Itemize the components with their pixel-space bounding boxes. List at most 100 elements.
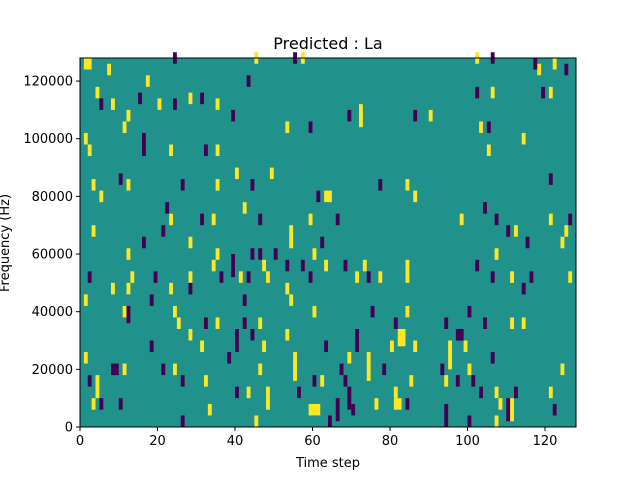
heatmap-cell: [455, 375, 460, 387]
heatmap-cell: [157, 98, 162, 110]
heatmap-cell: [467, 363, 472, 376]
heatmap-cell: [91, 398, 96, 410]
heatmap-cell: [126, 282, 131, 295]
heatmap-cell: [548, 173, 553, 185]
heatmap-cell: [107, 63, 111, 76]
heatmap-cell: [308, 271, 313, 283]
heatmap-cell: [374, 398, 379, 410]
x-tick-label: 40: [227, 434, 244, 449]
heatmap-cell: [165, 202, 170, 214]
heatmap-cell: [215, 179, 220, 191]
heatmap-cell: [366, 352, 371, 381]
plot-frame: [79, 57, 577, 428]
heatmap-cell: [514, 225, 518, 237]
heatmap-cell: [428, 109, 433, 122]
heatmap-cell: [568, 213, 573, 226]
heatmap-cell: [494, 213, 499, 226]
heatmap-cell: [235, 167, 239, 180]
heatmap-cell: [273, 248, 278, 260]
heatmap-cell: [486, 144, 491, 157]
heatmap-cell: [188, 92, 193, 105]
heatmap-cell: [506, 398, 511, 422]
heatmap-cell: [238, 271, 243, 283]
heatmap-cell: [242, 294, 247, 306]
heatmap-cell: [405, 398, 410, 410]
heatmap-cell: [145, 75, 150, 87]
heatmap-cell: [262, 259, 266, 272]
heatmap-cell: [312, 305, 317, 318]
heatmap-cell: [153, 271, 158, 283]
heatmap-cell: [316, 190, 321, 203]
heatmap-cell: [382, 363, 387, 376]
heatmap-cell: [211, 213, 216, 226]
heatmap-cell: [126, 179, 131, 191]
heatmap-cell: [246, 271, 251, 283]
y-tick-label: 0: [65, 421, 73, 436]
heatmap-background: [80, 58, 576, 427]
heatmap-cell: [250, 248, 255, 260]
heatmap-cell: [366, 271, 371, 283]
heatmap-cell: [490, 352, 495, 364]
heatmap-cell: [87, 375, 92, 387]
heatmap-cell: [475, 86, 480, 99]
heatmap-cell: [560, 363, 565, 376]
heatmap-cell: [285, 282, 290, 295]
heatmap-cell: [231, 254, 235, 278]
heatmap-cell: [83, 58, 92, 70]
heatmap-cell: [521, 282, 526, 295]
heatmap-cell: [479, 121, 483, 133]
heatmap-cell: [188, 271, 193, 283]
heatmap-cell: [235, 328, 239, 353]
x-axis-label: Time step: [295, 456, 360, 471]
heatmap-cell: [285, 328, 290, 341]
x-tick-label: 60: [304, 434, 321, 449]
heatmap-cell: [250, 179, 255, 191]
heatmap-cell: [467, 415, 472, 427]
heatmap-cell: [188, 282, 193, 295]
plot-area: [79, 52, 577, 428]
heatmap-cell: [138, 92, 142, 105]
x-axis: 0 20 40 60 80 100 120: [76, 427, 557, 449]
heatmap-cell: [250, 328, 255, 341]
heatmap-cell: [490, 271, 495, 283]
heatmap-cell: [142, 236, 146, 249]
heatmap-cell: [486, 121, 491, 133]
heatmap-cell: [169, 144, 173, 157]
heatmap-cell: [173, 305, 177, 318]
y-axis-label: Frequency (Hz): [0, 194, 13, 292]
heatmap-cell: [173, 363, 177, 376]
heatmap-cell: [211, 259, 216, 272]
heatmap-cell: [362, 259, 367, 272]
chart-title: Predicted : La: [273, 34, 382, 53]
heatmap-cell: [494, 248, 499, 260]
heatmap-cell: [444, 375, 449, 387]
y-axis: 0 20000 40000 60000 80000 100000 120000: [23, 75, 80, 436]
heatmap-cell: [494, 415, 499, 427]
y-tick-label: 60000: [32, 248, 73, 263]
heatmap-cell: [343, 375, 348, 387]
heatmap-cell: [405, 259, 410, 283]
heatmap-cell: [293, 352, 297, 381]
heatmap-cell: [548, 386, 553, 399]
heatmap-cell: [564, 225, 569, 237]
heatmap-cell: [246, 386, 251, 399]
y-tick-label: 20000: [32, 363, 73, 378]
heatmap-cell: [126, 305, 131, 324]
heatmap-cell: [173, 98, 177, 110]
heatmap-cell: [440, 363, 445, 376]
heatmap-cell: [483, 317, 487, 329]
heatmap-cell: [335, 213, 340, 226]
heatmap-cell: [254, 415, 259, 427]
heatmap-cell: [180, 375, 185, 387]
heatmap-cell: [95, 375, 100, 399]
heatmap-cell: [122, 305, 127, 318]
heatmap-cell: [99, 190, 104, 203]
heatmap-cell: [122, 121, 127, 133]
heatmap-cell: [215, 98, 220, 110]
heatmap-cell: [393, 317, 398, 329]
heatmap-cell: [87, 271, 92, 283]
heatmap-cell: [130, 271, 135, 283]
heatmap-cell: [506, 225, 511, 237]
heatmap-cell: [219, 271, 224, 283]
heatmap-cell: [444, 403, 449, 427]
